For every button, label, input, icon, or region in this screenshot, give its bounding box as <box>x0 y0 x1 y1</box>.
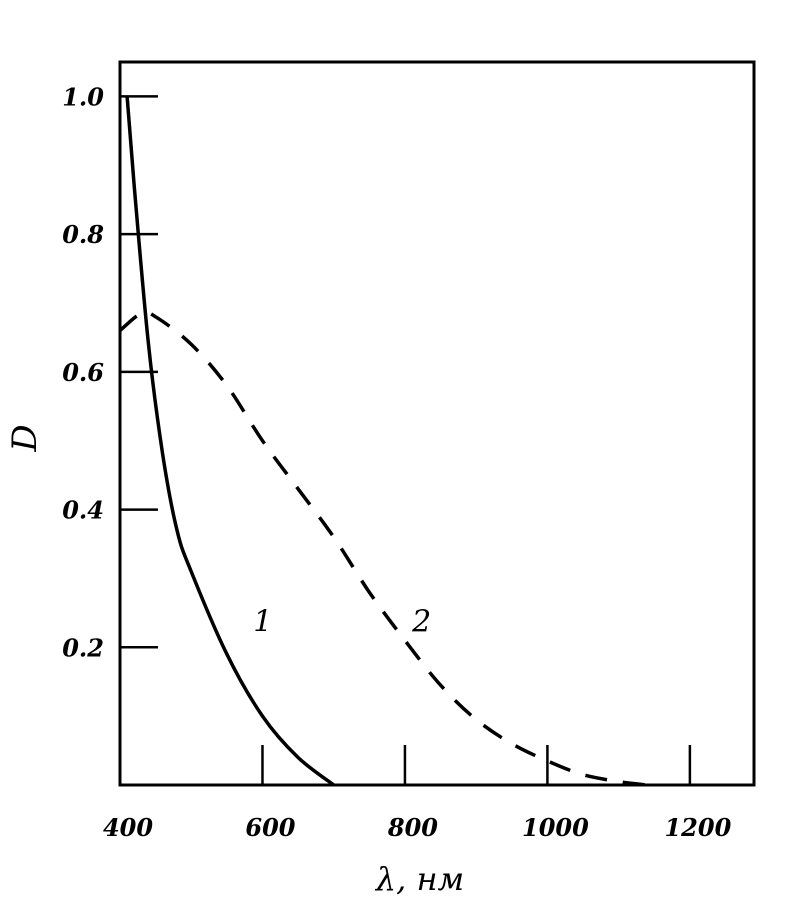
y-axis-label: D <box>5 424 45 452</box>
y-tick-label: 0.8 <box>62 220 104 249</box>
y-tick-label: 0.6 <box>62 358 104 387</box>
y-tick-label: 0.4 <box>62 496 104 525</box>
x-tick-label: 1000 <box>522 813 589 842</box>
x-tick-label: 1200 <box>664 813 731 842</box>
y-tick-label: 0.2 <box>62 633 104 662</box>
series-2-line <box>118 310 648 787</box>
y-tick-label: 1.0 <box>62 82 104 111</box>
y-ticks: 0.2 0.4 0.6 0.8 1.0 <box>62 82 158 662</box>
x-axis-label: λ, нм <box>374 860 464 898</box>
x-tick-label: 600 <box>245 813 295 842</box>
series-1-label: 1 <box>253 605 272 640</box>
series-2-label: 2 <box>411 605 431 640</box>
x-ticks: 400 600 800 1000 1200 <box>103 745 732 842</box>
plot-frame <box>118 60 756 787</box>
x-tick-label: 400 <box>103 813 153 842</box>
series-1-line <box>125 96 335 787</box>
x-tick-label: 800 <box>387 813 438 842</box>
